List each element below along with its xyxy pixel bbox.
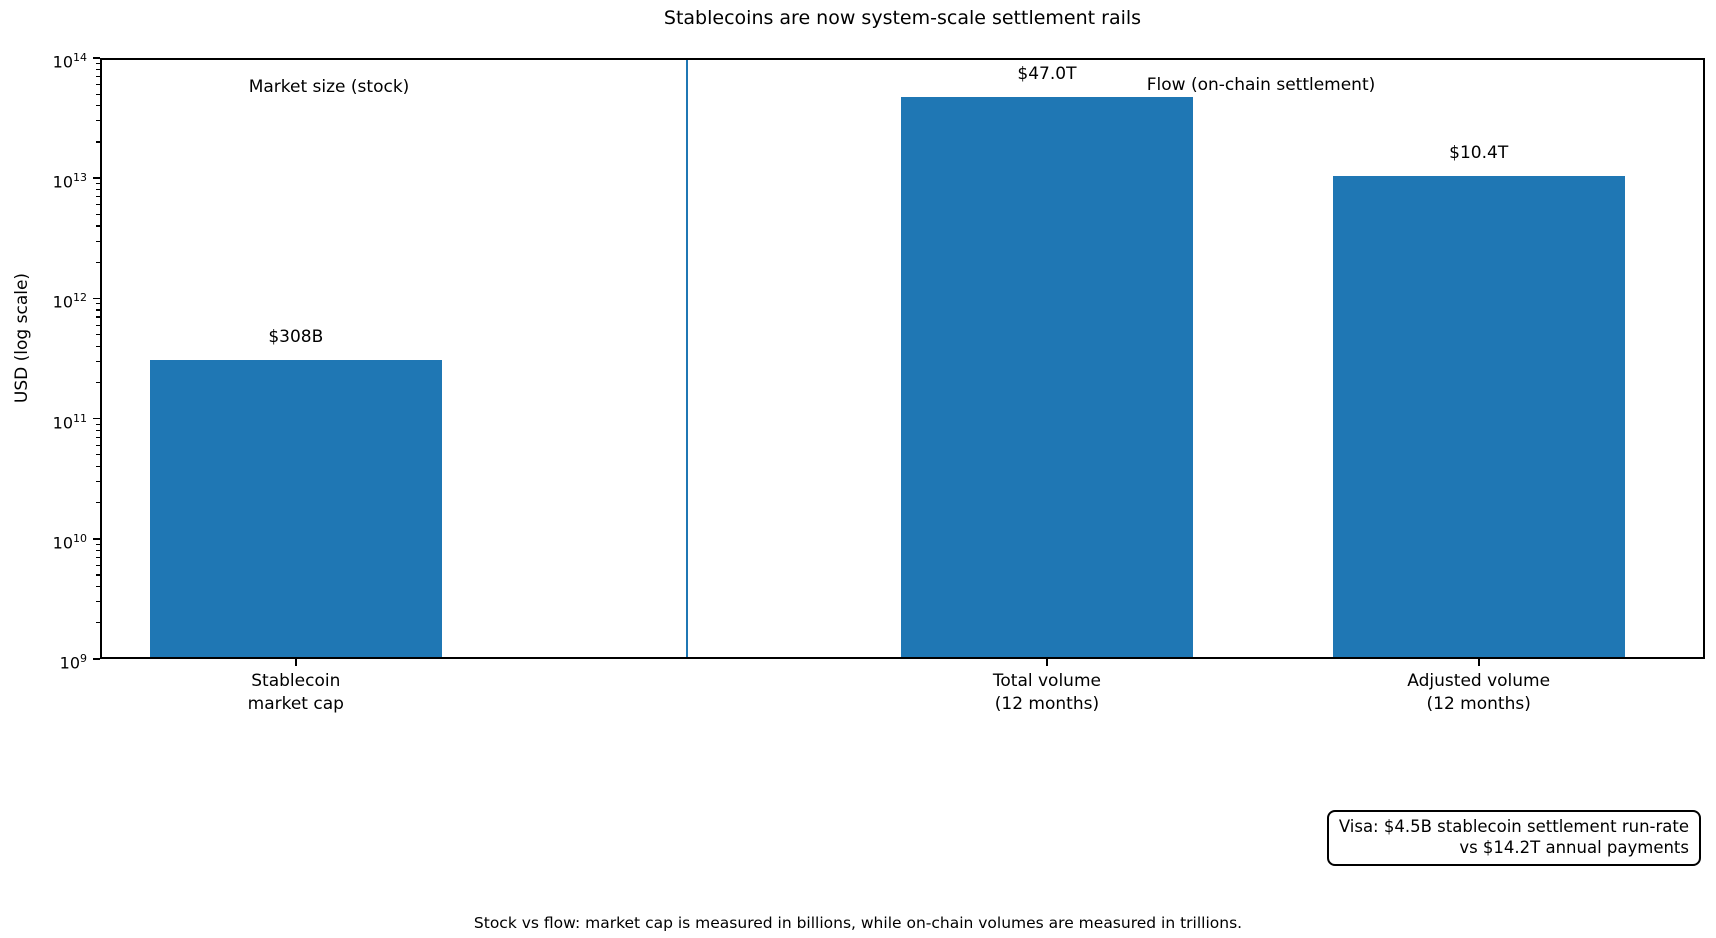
y-minor-tick — [96, 84, 100, 86]
y-tick-label: 1011 — [52, 411, 87, 432]
bar-value-label: $308B — [268, 326, 324, 347]
bar-value-label: $47.0T — [1017, 64, 1077, 85]
y-minor-tick — [96, 502, 100, 504]
y-tick-label: 1013 — [52, 171, 87, 192]
y-minor-tick — [96, 564, 100, 566]
bar-value-label: $10.4T — [1449, 143, 1509, 164]
y-major-tick — [93, 658, 100, 660]
y-minor-tick — [96, 574, 100, 576]
y-minor-tick — [96, 261, 100, 263]
x-tick — [1046, 659, 1048, 666]
bar — [149, 359, 442, 658]
y-tick-label: 1010 — [52, 531, 87, 553]
annotation-line-2: vs $14.2T annual payments — [1459, 838, 1689, 857]
y-minor-tick — [96, 76, 100, 78]
section-label-stock: Market size (stock) — [248, 77, 410, 97]
x-tick-label: Total volume (12 months) — [992, 671, 1101, 714]
y-minor-tick — [96, 309, 100, 311]
y-minor-tick — [96, 324, 100, 326]
y-minor-tick — [96, 436, 100, 438]
y-minor-tick — [96, 454, 100, 456]
caption: Stock vs flow: market cap is measured in… — [473, 914, 1243, 932]
y-minor-tick — [96, 93, 100, 95]
y-minor-tick — [96, 345, 100, 347]
y-tick-label: 1012 — [52, 291, 87, 312]
annotation-box: Visa: $4.5B stablecoin settlement run-ra… — [1326, 810, 1701, 866]
x-tick — [1477, 659, 1480, 666]
annotation-line-1: Visa: $4.5B stablecoin settlement run-ra… — [1338, 817, 1689, 836]
y-minor-tick — [96, 423, 100, 425]
y-minor-tick — [96, 196, 100, 198]
y-major-tick — [93, 57, 100, 59]
bar — [900, 97, 1193, 658]
x-tick-label: Adjusted volume (12 months) — [1407, 671, 1551, 714]
y-minor-tick — [96, 622, 100, 624]
y-minor-tick — [96, 465, 100, 467]
y-major-tick — [93, 537, 100, 540]
y-minor-tick — [96, 69, 100, 71]
y-minor-tick — [96, 105, 100, 107]
y-major-tick — [93, 297, 100, 300]
y-minor-tick — [96, 429, 100, 431]
y-minor-tick — [96, 62, 100, 65]
y-minor-tick — [96, 189, 100, 191]
y-tick-label: 1014 — [52, 51, 87, 72]
y-minor-tick — [96, 183, 100, 185]
y-minor-tick — [96, 543, 100, 545]
section-divider-line — [686, 58, 688, 659]
y-minor-tick — [96, 213, 100, 215]
x-tick-label: Stablecoin market cap — [247, 671, 344, 714]
section-label-flow: Flow (on-chain settlement) — [1146, 75, 1376, 95]
y-minor-tick — [96, 240, 100, 242]
y-minor-tick — [96, 303, 100, 305]
y-minor-tick — [96, 225, 100, 227]
y-minor-tick — [96, 444, 100, 446]
y-minor-tick — [96, 480, 100, 482]
y-major-tick — [93, 417, 100, 420]
y-minor-tick — [96, 316, 100, 318]
y-minor-tick — [96, 556, 100, 558]
y-minor-tick — [96, 141, 100, 143]
bar — [1332, 176, 1625, 658]
y-minor-tick — [96, 334, 100, 336]
y-major-tick — [93, 177, 100, 180]
x-tick — [294, 659, 297, 666]
y-minor-tick — [96, 601, 100, 603]
y-minor-tick — [96, 204, 100, 206]
y-minor-tick — [96, 381, 100, 383]
y-minor-tick — [96, 360, 100, 362]
chart-title: Stablecoins are now system-scale settlem… — [663, 7, 1142, 29]
y-minor-tick — [96, 586, 100, 588]
y-minor-tick — [96, 120, 100, 122]
y-tick-label: 109 — [59, 652, 87, 673]
y-minor-tick — [96, 549, 100, 551]
